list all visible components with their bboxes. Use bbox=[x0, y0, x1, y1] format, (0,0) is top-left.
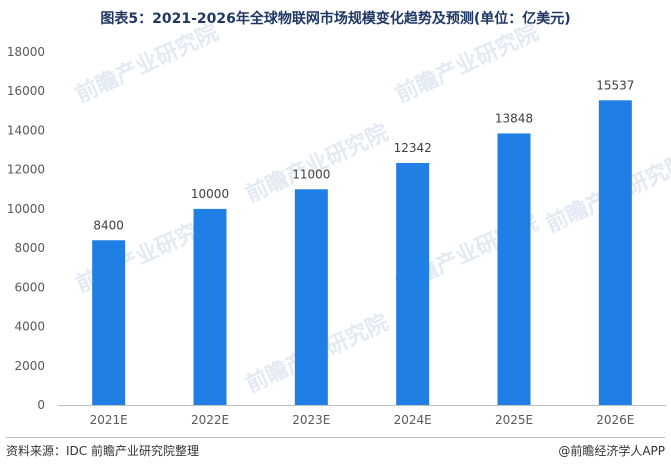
chart-title: 图表5：2021-2026年全球物联网市场规模变化趋势及预测(单位：亿美元) bbox=[100, 11, 571, 27]
y-tick-label: 12000 bbox=[7, 163, 45, 177]
bar-series: 8400 10000 11000 12342 13848 15537 bbox=[92, 78, 634, 405]
x-axis: 2021E 2022E 2023E 2024E 2025E 2026E bbox=[90, 413, 635, 427]
data-label: 12342 bbox=[394, 141, 432, 155]
bar bbox=[396, 162, 430, 405]
y-tick-label: 4000 bbox=[14, 320, 45, 334]
y-tick-label: 14000 bbox=[7, 123, 45, 137]
footer-divider bbox=[6, 437, 665, 438]
bar bbox=[92, 240, 126, 405]
bar bbox=[294, 189, 328, 405]
x-tick-label: 2026E bbox=[596, 413, 634, 427]
y-tick-label: 6000 bbox=[14, 280, 45, 294]
brand-credit: @前瞻经济学人APP bbox=[558, 444, 665, 458]
y-tick-label: 2000 bbox=[14, 359, 45, 373]
source-note: 资料来源：IDC 前瞻产业研究院整理 bbox=[6, 444, 199, 458]
x-tick-label: 2025E bbox=[495, 413, 533, 427]
data-label: 13848 bbox=[495, 111, 533, 125]
bar bbox=[598, 100, 632, 405]
data-label: 15537 bbox=[596, 78, 634, 92]
data-label: 10000 bbox=[191, 187, 229, 201]
x-tick-label: 2021E bbox=[90, 413, 128, 427]
bar bbox=[193, 208, 227, 405]
y-tick-label: 16000 bbox=[7, 84, 45, 98]
x-tick-label: 2023E bbox=[292, 413, 330, 427]
watermark-text: 前瞻产业研究院 bbox=[392, 19, 543, 108]
x-tick-label: 2024E bbox=[394, 413, 432, 427]
y-tick-label: 0 bbox=[37, 398, 45, 412]
y-axis: 0 2000 4000 6000 8000 10000 12000 14000 16000 180… bbox=[7, 45, 45, 412]
bar bbox=[497, 133, 531, 405]
watermark-layer: 前瞻产业研究院前瞻产业研究院前瞻产业研究院前瞻产业研究院前瞻产业研究院前瞻产业研… bbox=[72, 19, 671, 398]
y-tick-label: 18000 bbox=[7, 45, 45, 59]
watermark-text: 前瞻产业研究院 bbox=[72, 19, 223, 108]
y-tick-label: 10000 bbox=[7, 202, 45, 216]
data-label: 11000 bbox=[292, 167, 330, 181]
y-tick-label: 8000 bbox=[14, 241, 45, 255]
data-label: 8400 bbox=[93, 218, 124, 232]
x-tick-label: 2022E bbox=[191, 413, 229, 427]
